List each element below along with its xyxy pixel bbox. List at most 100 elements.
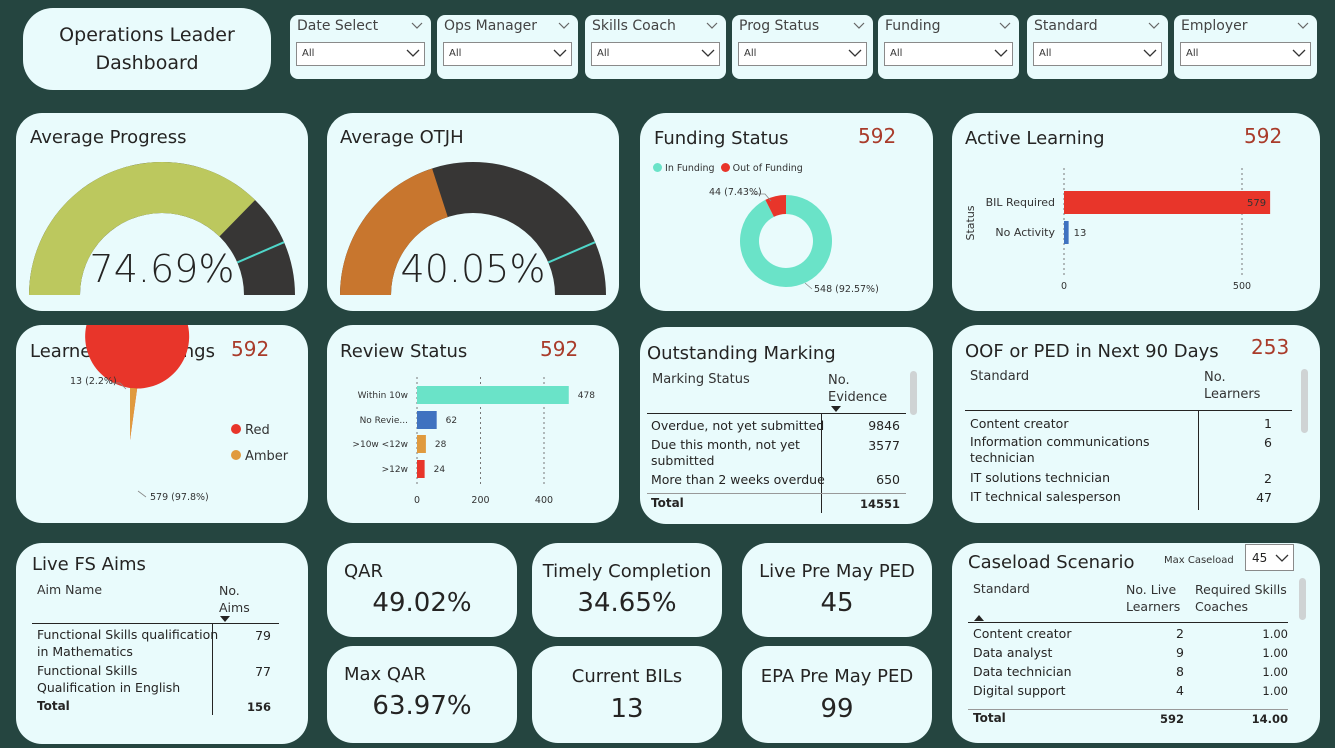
category-label: BIL Required [986,196,1055,209]
slicer-dropdown[interactable]: All [1033,42,1162,66]
donut-slice-in-funding[interactable] [740,195,832,287]
pie-slice-amber[interactable] [130,388,138,440]
oof-row-label: Content creator [970,416,1069,431]
slicer-dropdown[interactable]: All [591,42,720,66]
legend-in-funding: In Funding [665,163,715,174]
slicer-value: All [744,48,757,59]
leader-line [804,282,813,290]
data-label: 579 [1247,198,1266,209]
chevron-down-icon [848,49,862,57]
qar-label: QAR [344,561,383,582]
gauge-fill [340,168,448,295]
current-bils-label: Current BILs [571,666,683,687]
slicer-employer[interactable]: Employer All [1174,15,1317,79]
caseload-row-live: 9 [1176,645,1184,660]
slicer-dropdown[interactable]: All [1180,42,1311,66]
caseload-row-label: Data analyst [973,645,1053,660]
oof-col-learners[interactable]: No. Learners [1204,370,1261,402]
oof-row-label: IT solutions technician [970,470,1110,485]
average-otjh-gauge [340,162,606,295]
chevron-down-icon[interactable] [558,19,570,31]
slicer-standard[interactable]: Standard All [1027,15,1168,79]
active-learning-title: Active Learning [965,128,1105,149]
timely-completion-value: 34.65% [577,588,677,618]
chevron-down-icon[interactable] [999,19,1011,31]
fs-row-label: Functional Skills Qualification in Engli… [37,663,181,695]
slicer-dropdown[interactable]: All [296,42,425,66]
learner-risk-card: Learner Risk Ratings 592 13 (2.2%) 579 (… [16,325,308,523]
funding-status-count: 592 [858,124,897,148]
qar-card: QAR 49.02% [327,543,517,637]
caseload-col-live[interactable]: No. Live Learners [1126,582,1181,614]
chevron-down-icon [553,49,567,57]
bar-review-2[interactable] [417,435,426,453]
caseload-row-req: 1.00 [1262,665,1288,679]
marking-col-status[interactable]: Marking Status [652,372,750,387]
funding-donut-chart [740,193,832,290]
chevron-down-icon[interactable] [1148,19,1160,31]
sort-desc-icon[interactable] [220,616,230,622]
chevron-down-icon [994,49,1008,57]
bar-review-1[interactable] [417,411,437,429]
oof-ped-card: OOF or PED in Next 90 Days 253 Standard … [952,325,1320,523]
marking-total-label: Total [651,496,684,510]
legend-red: Red [245,423,270,438]
average-progress-card: Average Progress 74.69% [16,113,308,311]
review-status-title: Review Status [340,341,468,362]
slicer-date-select[interactable]: Date Select All [290,15,431,79]
bar-review-3[interactable] [417,460,425,478]
oof-ped-title: OOF or PED in Next 90 Days [965,341,1219,362]
funding-label-out: 44 (7.43%) [709,187,762,198]
qar-value: 49.02% [372,588,472,618]
slicer-ops-manager[interactable]: Ops Manager All [437,15,578,79]
category-label: >10w <12w [352,440,408,450]
active-learning-bar-chart: Status BIL Required 579 No Activity 13 0 500 [964,168,1271,292]
caseload-scrollbar[interactable] [1299,578,1306,620]
bar-bil-required[interactable] [1064,191,1271,214]
oof-row-value: 6 [1264,435,1272,450]
slicer-label: Employer [1181,18,1248,34]
fs-row-label: Functional Skills qualification in Mathe… [37,627,219,659]
marking-col-evidence[interactable]: No. Evidence [828,373,888,405]
slicer-dropdown[interactable]: All [738,42,867,66]
fs-col-no-aims[interactable]: No. Aims [219,583,250,615]
slicer-dropdown[interactable]: All [443,42,572,66]
chevron-down-icon[interactable] [853,19,865,31]
chevron-down-icon[interactable] [1297,19,1309,31]
slicer-label: Prog Status [739,18,820,34]
max-caseload-select[interactable]: 45 [1245,544,1294,571]
marking-scrollbar[interactable] [910,371,917,415]
oof-scrollbar[interactable] [1301,369,1308,433]
slicer-funding[interactable]: Funding All [878,15,1019,79]
sort-asc-icon[interactable] [974,615,984,621]
average-otjh-value: 40.05% [400,247,546,291]
max-qar-label: Max QAR [344,664,426,685]
slicer-prog-status[interactable]: Prog Status All [732,15,873,79]
legend-dot-amber [231,450,241,460]
fs-col-aim-name[interactable]: Aim Name [37,582,103,597]
tick-label: 400 [535,495,553,506]
slicer-skills-coach[interactable]: Skills Coach All [585,15,726,79]
data-label: 24 [434,465,446,475]
bar-no-activity[interactable] [1064,221,1069,244]
caseload-row-req: 1.00 [1262,646,1288,660]
caseload-total-live: 592 [1159,712,1184,726]
category-label: No Revie... [360,416,408,426]
oof-ped-count: 253 [1251,335,1290,359]
caseload-title: Caseload Scenario [968,552,1135,573]
dashboard-title-card: Operations Leader Dashboard [23,8,271,90]
sort-desc-icon[interactable] [831,406,841,412]
caseload-col-required[interactable]: Required Skills Coaches [1195,582,1287,614]
average-progress-title: Average Progress [30,127,187,148]
slicer-dropdown[interactable]: All [884,42,1013,66]
caseload-row-live: 4 [1176,683,1184,698]
pie-slice-red[interactable] [85,325,190,440]
data-label: 28 [435,440,447,450]
bar-review-0[interactable] [417,386,569,404]
chevron-down-icon [1275,554,1289,562]
chevron-down-icon[interactable] [411,19,423,31]
legend-dot-red [231,424,241,434]
caseload-col-standard[interactable]: Standard [973,581,1030,596]
chevron-down-icon[interactable] [706,19,718,31]
oof-col-standard[interactable]: Standard [970,369,1030,384]
